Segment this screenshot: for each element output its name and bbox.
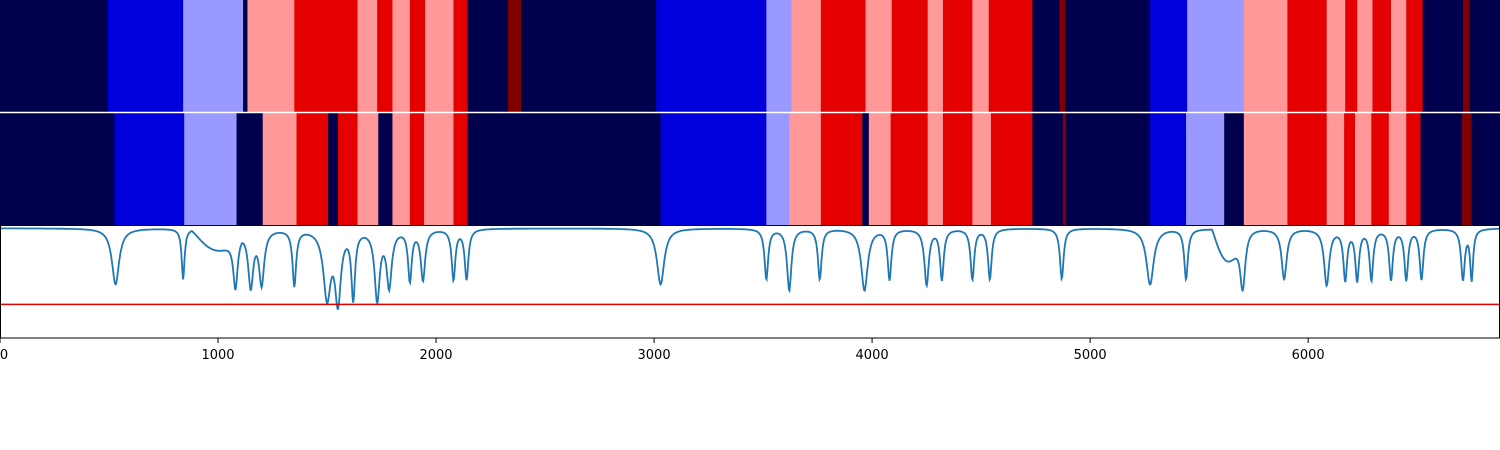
heatmap-cell — [1150, 0, 1188, 112]
heatmap-cell — [243, 0, 249, 112]
x-tick-label: 6000 — [1292, 348, 1325, 363]
heatmap-cell — [1462, 0, 1471, 112]
heatmap-cell — [409, 113, 425, 225]
heatmap-cell — [392, 113, 411, 225]
heatmap-track-top — [0, 0, 1500, 112]
heatmap-cell — [114, 113, 185, 225]
heatmap-cell — [337, 113, 359, 225]
heatmap-cell — [0, 113, 116, 225]
heatmap-cell — [1287, 0, 1328, 112]
heatmap-cell — [328, 113, 339, 225]
heatmap-cell — [377, 0, 394, 112]
heatmap-cell — [927, 0, 944, 112]
heatmap-cell — [236, 113, 264, 225]
heatmap-cell — [820, 113, 863, 225]
heatmap-cell — [425, 0, 455, 112]
heatmap-cell — [972, 113, 992, 225]
heatmap-cell — [1326, 113, 1345, 225]
heatmap-cell — [1065, 0, 1151, 112]
heatmap-cell — [1345, 0, 1358, 112]
heatmap-cell — [988, 0, 1033, 112]
line-panel-background — [0, 226, 1500, 338]
heatmap-cell — [862, 113, 870, 225]
heatmap-cell — [1062, 113, 1067, 225]
heatmap-cell — [107, 0, 184, 112]
heatmap-cell — [868, 113, 892, 225]
heatmap-cell — [865, 0, 893, 112]
heatmap-cell — [184, 113, 238, 225]
heatmap-cell — [789, 113, 822, 225]
heatmap-cell — [1186, 113, 1225, 225]
heatmap-cell — [392, 0, 411, 112]
heatmap-cell — [1388, 113, 1407, 225]
heatmap-cell — [1406, 113, 1422, 225]
heatmap-cell — [1187, 0, 1245, 112]
heatmap-cell — [1471, 113, 1500, 225]
heatmap-cell — [972, 0, 990, 112]
heatmap-cell — [1461, 113, 1473, 225]
heatmap-track-bottom — [0, 113, 1500, 225]
heatmap-cell — [990, 113, 1033, 225]
heatmap-cell — [1150, 113, 1187, 225]
x-tick-label: 5000 — [1074, 348, 1107, 363]
x-tick-label: 0 — [0, 348, 8, 363]
x-tick-label: 1000 — [201, 348, 234, 363]
heatmap-cell — [656, 0, 767, 112]
heatmap-cell — [467, 113, 662, 225]
heatmap-cell — [467, 0, 509, 112]
heatmap-cell — [1287, 113, 1328, 225]
x-axis-ticks: 0 1000 2000 3000 4000 5000 6000 — [0, 338, 1325, 363]
heatmap-cell — [1032, 0, 1061, 112]
heatmap-cell — [0, 0, 109, 112]
heatmap-cell — [1059, 0, 1066, 112]
heatmap-cell — [1032, 113, 1064, 225]
x-tick-label: 3000 — [638, 348, 671, 363]
signal-line — [0, 227, 1500, 310]
heatmap-cell — [1243, 0, 1289, 112]
heatmap-cell — [183, 0, 244, 112]
x-tick-label: 2000 — [419, 348, 452, 363]
heatmap-cell — [507, 0, 522, 112]
heatmap-cell — [1469, 0, 1500, 112]
heatmap-cell — [409, 0, 426, 112]
heatmap-cell — [1224, 113, 1245, 225]
heatmap-cell — [942, 0, 973, 112]
heatmap-cell — [378, 113, 394, 225]
heatmap-cell — [294, 0, 359, 112]
heatmap-cell — [1390, 0, 1407, 112]
heatmap-cell — [1422, 0, 1464, 112]
heatmap-cell — [942, 113, 973, 225]
heatmap-cell — [1371, 113, 1390, 225]
heatmap-cell — [1344, 113, 1356, 225]
heatmap-cell — [766, 113, 790, 225]
heatmap-cell — [521, 0, 657, 112]
heatmap-cell — [453, 113, 469, 225]
heatmap-cell — [357, 113, 379, 225]
heatmap-cell — [890, 113, 929, 225]
heatmap-cell — [766, 0, 793, 112]
heatmap-cell — [1355, 113, 1372, 225]
heatmap-cell — [891, 0, 929, 112]
heatmap-cell — [660, 113, 767, 225]
heatmap-cell — [247, 0, 295, 112]
heatmap-cell — [1066, 113, 1151, 225]
heatmap-cell — [927, 113, 944, 225]
line-panel — [0, 226, 1500, 338]
heatmap-cell — [296, 113, 329, 225]
heatmap-cell — [820, 0, 867, 112]
x-tick-label: 4000 — [856, 348, 889, 363]
heatmap-cell — [453, 0, 469, 112]
heatmap-cell — [1406, 0, 1424, 112]
heatmap-cell — [262, 113, 298, 225]
heatmap-cell — [1372, 0, 1392, 112]
heatmap-cell — [357, 0, 378, 112]
heatmap-cell — [1243, 113, 1289, 225]
heatmap-cell — [1420, 113, 1463, 225]
heatmap-cell — [1326, 0, 1346, 112]
heatmap-cell — [791, 0, 822, 112]
heatmap-cell — [424, 113, 455, 225]
heatmap-cell — [1357, 0, 1374, 112]
